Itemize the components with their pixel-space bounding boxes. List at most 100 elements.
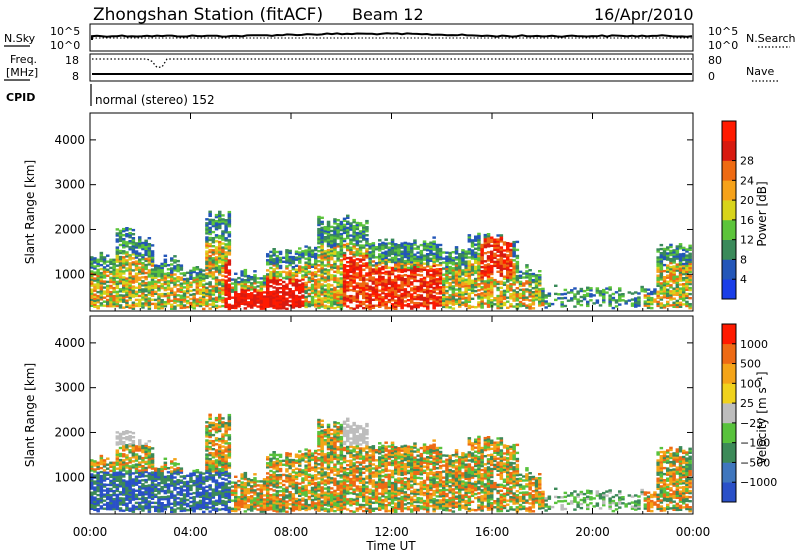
heatmap-cell bbox=[115, 270, 120, 273]
heatmap-cell bbox=[211, 273, 216, 276]
heatmap-cell bbox=[390, 293, 395, 296]
heatmap-cell bbox=[634, 305, 638, 308]
heatmap-cell bbox=[122, 278, 126, 281]
heatmap-cell bbox=[368, 303, 372, 306]
heatmap-cell bbox=[205, 304, 209, 308]
heatmap-cell bbox=[118, 280, 123, 283]
heatmap-cell bbox=[390, 305, 395, 308]
heatmap-cell bbox=[451, 295, 456, 298]
heatmap-cell bbox=[381, 271, 385, 275]
heatmap-cell bbox=[317, 294, 321, 297]
heatmap-cell bbox=[211, 494, 216, 497]
heatmap-cell bbox=[182, 296, 187, 299]
heatmap-cell bbox=[685, 270, 689, 273]
heatmap-cell bbox=[634, 301, 638, 304]
heatmap-cell bbox=[96, 274, 100, 278]
heatmap-cell bbox=[304, 299, 308, 303]
heatmap-cell bbox=[518, 282, 523, 286]
heatmap-cell bbox=[339, 259, 344, 262]
heatmap-cell bbox=[496, 286, 500, 290]
heatmap-cell bbox=[125, 303, 129, 306]
heatmap-cell bbox=[262, 285, 267, 288]
heatmap-cell bbox=[365, 252, 369, 255]
heatmap-cell bbox=[662, 284, 667, 287]
heatmap-cell bbox=[141, 247, 145, 251]
heatmap-cell bbox=[202, 500, 206, 503]
heatmap-cell bbox=[118, 483, 123, 486]
heatmap-cell bbox=[154, 493, 158, 496]
heatmap-cell bbox=[390, 238, 395, 241]
heatmap-cell bbox=[522, 292, 526, 295]
heatmap-cell bbox=[480, 286, 484, 289]
heatmap-cell bbox=[483, 264, 488, 267]
heatmap-cell bbox=[102, 473, 107, 476]
heatmap-cell bbox=[282, 286, 286, 290]
heatmap-cell bbox=[291, 272, 296, 275]
heatmap-cell bbox=[477, 269, 481, 272]
heatmap-cell bbox=[106, 463, 110, 466]
heatmap-cell bbox=[390, 303, 395, 306]
heatmap-cell bbox=[144, 275, 148, 279]
heatmap-cell bbox=[240, 302, 244, 305]
heatmap-cell bbox=[205, 507, 209, 511]
heatmap-cell bbox=[170, 466, 174, 469]
heatmap-cell bbox=[349, 307, 353, 310]
heatmap-cell bbox=[422, 262, 427, 265]
heatmap-cell bbox=[394, 245, 398, 248]
heatmap-cell bbox=[490, 268, 494, 272]
heatmap-cell bbox=[237, 303, 241, 306]
heatmap-cell bbox=[678, 255, 683, 258]
heatmap-cell bbox=[355, 286, 360, 289]
heatmap-cell bbox=[227, 253, 232, 256]
heatmap-cell bbox=[675, 251, 680, 254]
heatmap-cell bbox=[496, 238, 500, 241]
heatmap-cell bbox=[432, 258, 436, 261]
heatmap-cell bbox=[358, 254, 363, 257]
heatmap-cell bbox=[397, 266, 401, 269]
heatmap-cell bbox=[192, 479, 196, 483]
heatmap-cell bbox=[362, 234, 366, 237]
heatmap-cell bbox=[512, 242, 516, 246]
heatmap-cell bbox=[342, 257, 347, 261]
heatmap-cell bbox=[160, 282, 164, 286]
heatmap-cell bbox=[448, 276, 452, 279]
heatmap-cell bbox=[141, 473, 145, 476]
heatmap-cell bbox=[237, 297, 241, 300]
heatmap-cell bbox=[138, 258, 142, 261]
heatmap-cell bbox=[403, 278, 408, 281]
heatmap-cell bbox=[611, 292, 616, 296]
heatmap-cell bbox=[502, 281, 507, 284]
heatmap-cell bbox=[323, 256, 328, 259]
heatmap-cell bbox=[474, 289, 478, 293]
heatmap-cell bbox=[115, 435, 120, 438]
heatmap-cell bbox=[106, 489, 110, 493]
heatmap-cell bbox=[355, 282, 360, 285]
heatmap-cell bbox=[122, 242, 126, 245]
heatmap-cell bbox=[675, 257, 680, 260]
heatmap-cell bbox=[125, 446, 129, 449]
heatmap-cell bbox=[326, 275, 331, 278]
heatmap-cell bbox=[131, 460, 136, 463]
heatmap-cell bbox=[163, 303, 168, 306]
heatmap-cell bbox=[419, 274, 424, 277]
heatmap-cell bbox=[218, 236, 222, 240]
heatmap-cell bbox=[659, 296, 664, 299]
heatmap-cell bbox=[205, 477, 209, 480]
heatmap-cell bbox=[538, 284, 542, 287]
heatmap-cell bbox=[493, 264, 497, 268]
heatmap-cell bbox=[160, 278, 164, 282]
heatmap-cell bbox=[637, 300, 641, 303]
heatmap-cell bbox=[346, 220, 350, 223]
heatmap-cell bbox=[685, 292, 689, 296]
heatmap-cell bbox=[234, 286, 238, 290]
heatmap-cell bbox=[320, 226, 324, 230]
heatmap-cell bbox=[317, 217, 321, 221]
heatmap-cell bbox=[99, 292, 104, 295]
heatmap-cell bbox=[102, 262, 107, 265]
heatmap-cell bbox=[349, 222, 353, 225]
heatmap-cell bbox=[122, 300, 126, 303]
heatmap-cell bbox=[189, 478, 193, 481]
heatmap-cell bbox=[224, 293, 228, 296]
heatmap-cell bbox=[224, 223, 228, 226]
heatmap-cell bbox=[384, 296, 388, 300]
